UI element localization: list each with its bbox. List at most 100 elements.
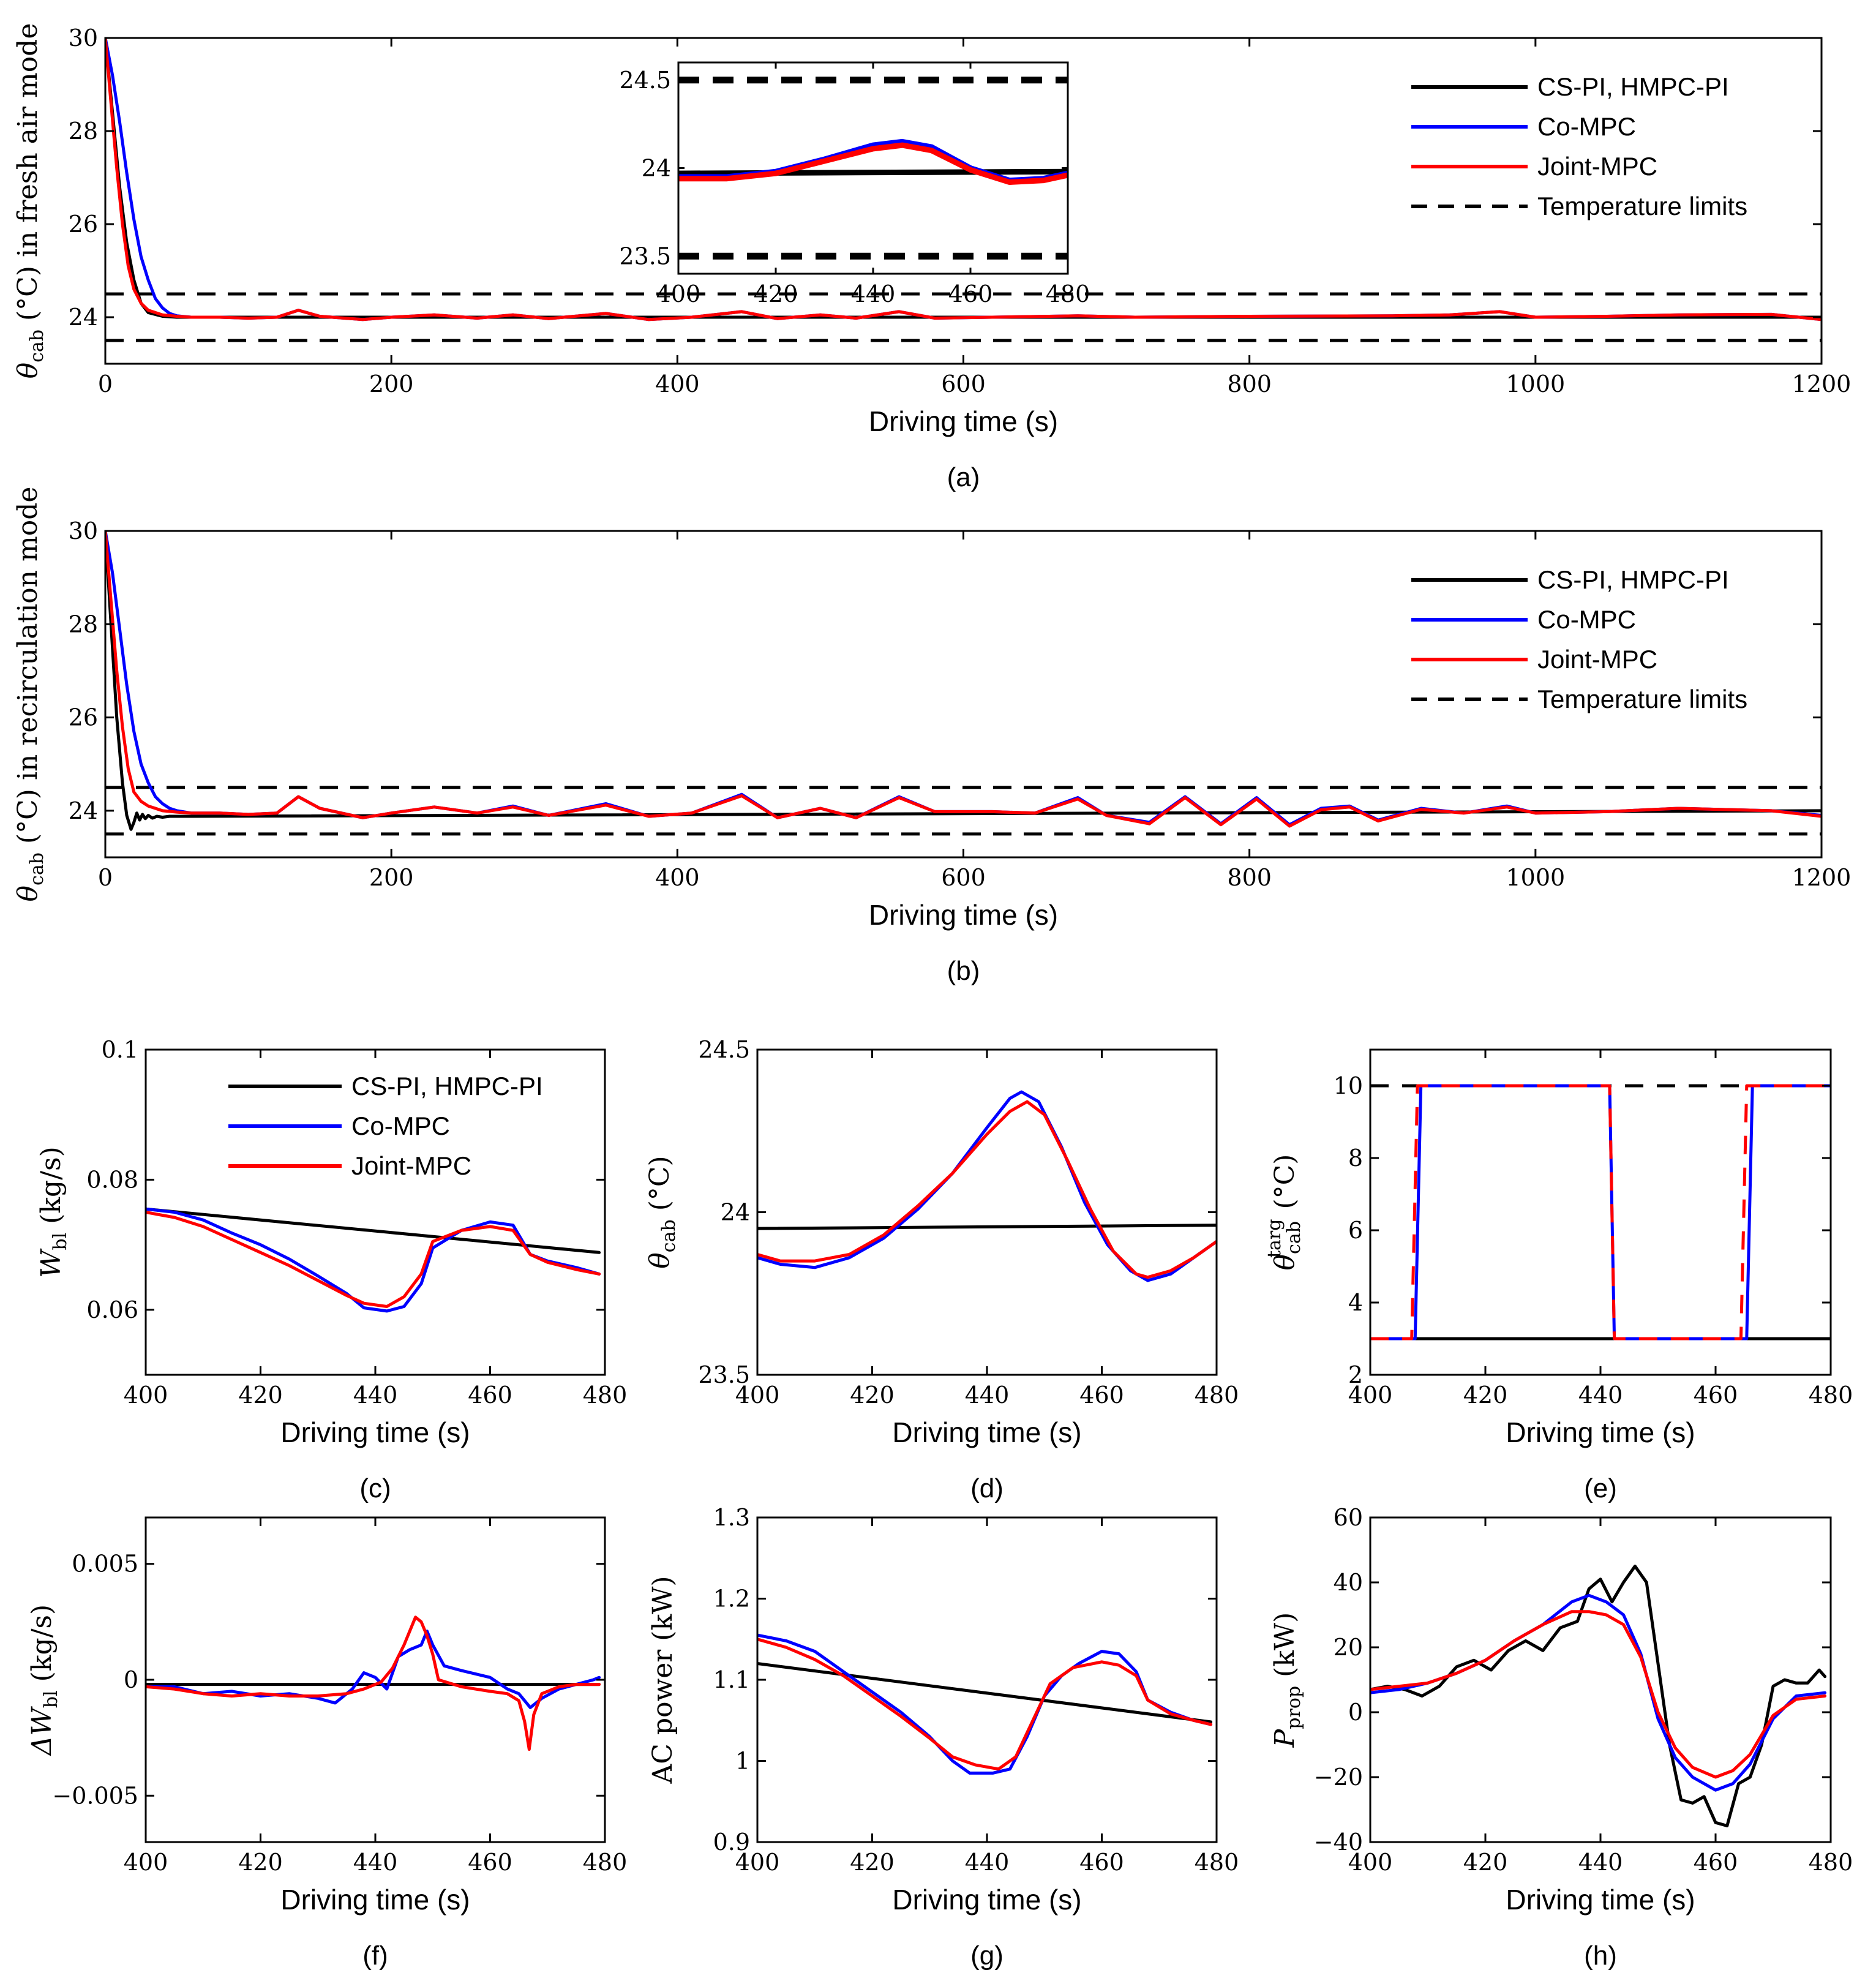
panel-g-plot-frame xyxy=(756,1516,1218,1843)
panel-f-xtick-label: 480 xyxy=(583,1849,628,1876)
panel-c-caption: (c) xyxy=(359,1473,391,1503)
panel-f-y-axis-label: ΔWbl (kg/s) xyxy=(26,1604,62,1756)
panel-e-ytick-label: 6 xyxy=(1348,1217,1363,1244)
panel-e-y-axis-label: θcabtarg (°C) xyxy=(1264,1154,1305,1271)
panel-f-xtick-label: 400 xyxy=(124,1849,168,1876)
panel-c-legend-label: CS-PI, HMPC-PI xyxy=(351,1072,543,1100)
panel-a-legend-label: Co-MPC xyxy=(1537,112,1636,141)
panel-a-caption: (a) xyxy=(947,462,980,492)
panel-g-xtick-label: 460 xyxy=(1079,1849,1124,1876)
panel-g-ytick-label: 1 xyxy=(735,1748,750,1775)
panel-g-xtick-label: 420 xyxy=(850,1849,895,1876)
panel-g-caption: (g) xyxy=(970,1941,1004,1971)
panel-h-x-axis-label: Driving time (s) xyxy=(1506,1884,1695,1916)
panel-d-xtick-label: 460 xyxy=(1079,1382,1124,1408)
panel-e-xtick-label: 440 xyxy=(1578,1382,1623,1408)
panel-d-series-joint-mpc xyxy=(757,1100,1217,1279)
panel-g-x-axis-label: Driving time (s) xyxy=(892,1884,1081,1916)
panel-h-ytick-label: −40 xyxy=(1314,1829,1363,1856)
panel-f-xtick-label: 460 xyxy=(468,1849,512,1876)
inset-ytick-label: 23.5 xyxy=(619,243,671,269)
panel-b-y-axis-label: θcab (°C) in recirculation mode xyxy=(12,487,48,902)
panel-f-ytick-label: 0.005 xyxy=(72,1551,138,1578)
panel-b-ytick-label: 26 xyxy=(69,704,98,731)
panel-c-series-joint-mpc xyxy=(146,1211,601,1308)
panel-h-xtick-label: 420 xyxy=(1463,1849,1508,1876)
panel-h-series-joint-mpc xyxy=(1370,1610,1827,1779)
panel-b-xtick-label: 200 xyxy=(369,864,414,891)
panel-f-caption: (f) xyxy=(362,1941,388,1971)
panel-b-series-joint-mpc xyxy=(105,531,1822,828)
panel-e-series-co-mpc xyxy=(1370,1084,1831,1341)
panel-d-x-axis-label: Driving time (s) xyxy=(892,1416,1081,1448)
panel-g-y-axis-label: AC power (kW) xyxy=(647,1576,678,1784)
panel-d-plot-frame xyxy=(756,1048,1218,1376)
panel-e-xtick-label: 460 xyxy=(1694,1382,1738,1408)
panel-b-ytick-label: 24 xyxy=(69,797,98,824)
panel-b-x-axis-label: Driving time (s) xyxy=(869,899,1058,931)
panel-c-ytick-label: 0.1 xyxy=(102,1036,138,1063)
panel-h-xtick-label: 460 xyxy=(1694,1849,1738,1876)
panel-f-x-axis-label: Driving time (s) xyxy=(280,1884,470,1916)
panel-e-plot-frame xyxy=(1369,1048,1832,1376)
inset-ytick-label: 24 xyxy=(642,155,671,182)
panel-a-inset: 400 420 440 460 480 23.5 24 24.5 xyxy=(619,61,1090,307)
panel-e: 400 420 440 460 480 2 4 6 8 10 Driving time (s) (e)… xyxy=(1264,1048,1853,1503)
panel-g-ytick-label: 1.3 xyxy=(713,1504,750,1531)
panel-h-xtick-label: 400 xyxy=(1348,1849,1393,1876)
panel-b-legend-label: CS-PI, HMPC-PI xyxy=(1537,565,1729,594)
panel-d-xtick-label: 420 xyxy=(850,1382,895,1408)
panel-e-ytick-label: 4 xyxy=(1348,1289,1363,1316)
panel-a-y-axis-label: θcab (°C) in fresh air mode xyxy=(12,23,48,379)
panel-a-legend-label: Temperature limits xyxy=(1537,192,1747,220)
panel-e-ytick-label: 8 xyxy=(1348,1145,1363,1171)
panel-b-xtick-label: 600 xyxy=(941,864,986,891)
panel-g: 400 420 440 460 480 0.9 1 1.1 1.2 1.3 Driving time… xyxy=(647,1504,1239,1971)
panel-h: 400 420 440 460 480 −40 −20 0 20 40 60 Driving time… xyxy=(1269,1504,1853,1971)
panel-d-y-axis-label: θcab (°C) xyxy=(644,1156,680,1268)
panel-h-xtick-label: 440 xyxy=(1578,1849,1623,1876)
panel-a: 0 200 400 600 800 1000 1200 24 26 28 30 Driving tim… xyxy=(12,23,1851,492)
panel-e-xtick-label: 420 xyxy=(1463,1382,1508,1408)
panel-h-ytick-label: 60 xyxy=(1334,1504,1363,1531)
panel-h-ytick-label: 0 xyxy=(1348,1699,1363,1726)
panel-c-y-axis-label: Wbl (kg/s) xyxy=(36,1146,71,1278)
panel-g-ytick-label: 1.1 xyxy=(713,1666,750,1693)
panel-a-xtick-label: 0 xyxy=(98,370,113,397)
panel-e-ytick-label: 2 xyxy=(1348,1361,1363,1388)
panel-a-ytick-label: 26 xyxy=(69,211,98,238)
panel-g-series-co-mpc xyxy=(757,1633,1213,1775)
panel-a-legend-label: CS-PI, HMPC-PI xyxy=(1537,72,1729,101)
panel-c-xtick-label: 460 xyxy=(468,1382,512,1408)
inset-background xyxy=(678,62,1068,274)
panel-a-xtick-label: 400 xyxy=(655,370,700,397)
panel-d-ytick-label: 24.5 xyxy=(698,1036,750,1063)
panel-h-xtick-label: 480 xyxy=(1809,1849,1853,1876)
panel-a-xtick-label: 600 xyxy=(941,370,986,397)
panel-b-legend-label: Temperature limits xyxy=(1537,685,1747,713)
panel-g-xtick-label: 480 xyxy=(1195,1849,1239,1876)
panel-f-plot-frame xyxy=(144,1516,606,1843)
panel-h-caption: (h) xyxy=(1584,1941,1617,1971)
panel-a-xtick-label: 1200 xyxy=(1792,370,1852,397)
panel-c-xtick-label: 400 xyxy=(124,1382,168,1408)
panel-d-caption: (d) xyxy=(970,1473,1004,1503)
panel-f-xtick-label: 440 xyxy=(353,1849,398,1876)
panel-c-ytick-label: 0.06 xyxy=(86,1296,138,1323)
panel-a-ytick-label: 24 xyxy=(69,304,98,331)
panel-d: 400 420 440 460 480 23.5 24 24.5 Driving time (s… xyxy=(644,1036,1239,1503)
panel-c-legend-label: Co-MPC xyxy=(351,1111,450,1140)
panel-d-series-co-mpc xyxy=(757,1090,1217,1282)
panel-h-y-axis-label: Pprop (kW) xyxy=(1269,1612,1305,1748)
panel-a-xtick-label: 800 xyxy=(1227,370,1272,397)
panel-b: 0 200 400 600 800 1000 1200 24 26 28 30 Driving tim… xyxy=(12,487,1851,986)
panel-e-ytick-label: 10 xyxy=(1334,1072,1363,1099)
panel-b-xtick-label: 1000 xyxy=(1506,864,1565,891)
panel-d-series-cs-pi-hmpc-pi xyxy=(757,1224,1217,1230)
panel-h-series-cs-pi-hmpc-pi xyxy=(1370,1565,1827,1827)
panel-g-xtick-label: 400 xyxy=(735,1849,780,1876)
inset-xtick-label: 440 xyxy=(851,280,896,307)
panel-b-legend-label: Joint-MPC xyxy=(1537,645,1657,674)
panel-e-xtick-label: 400 xyxy=(1348,1382,1393,1408)
